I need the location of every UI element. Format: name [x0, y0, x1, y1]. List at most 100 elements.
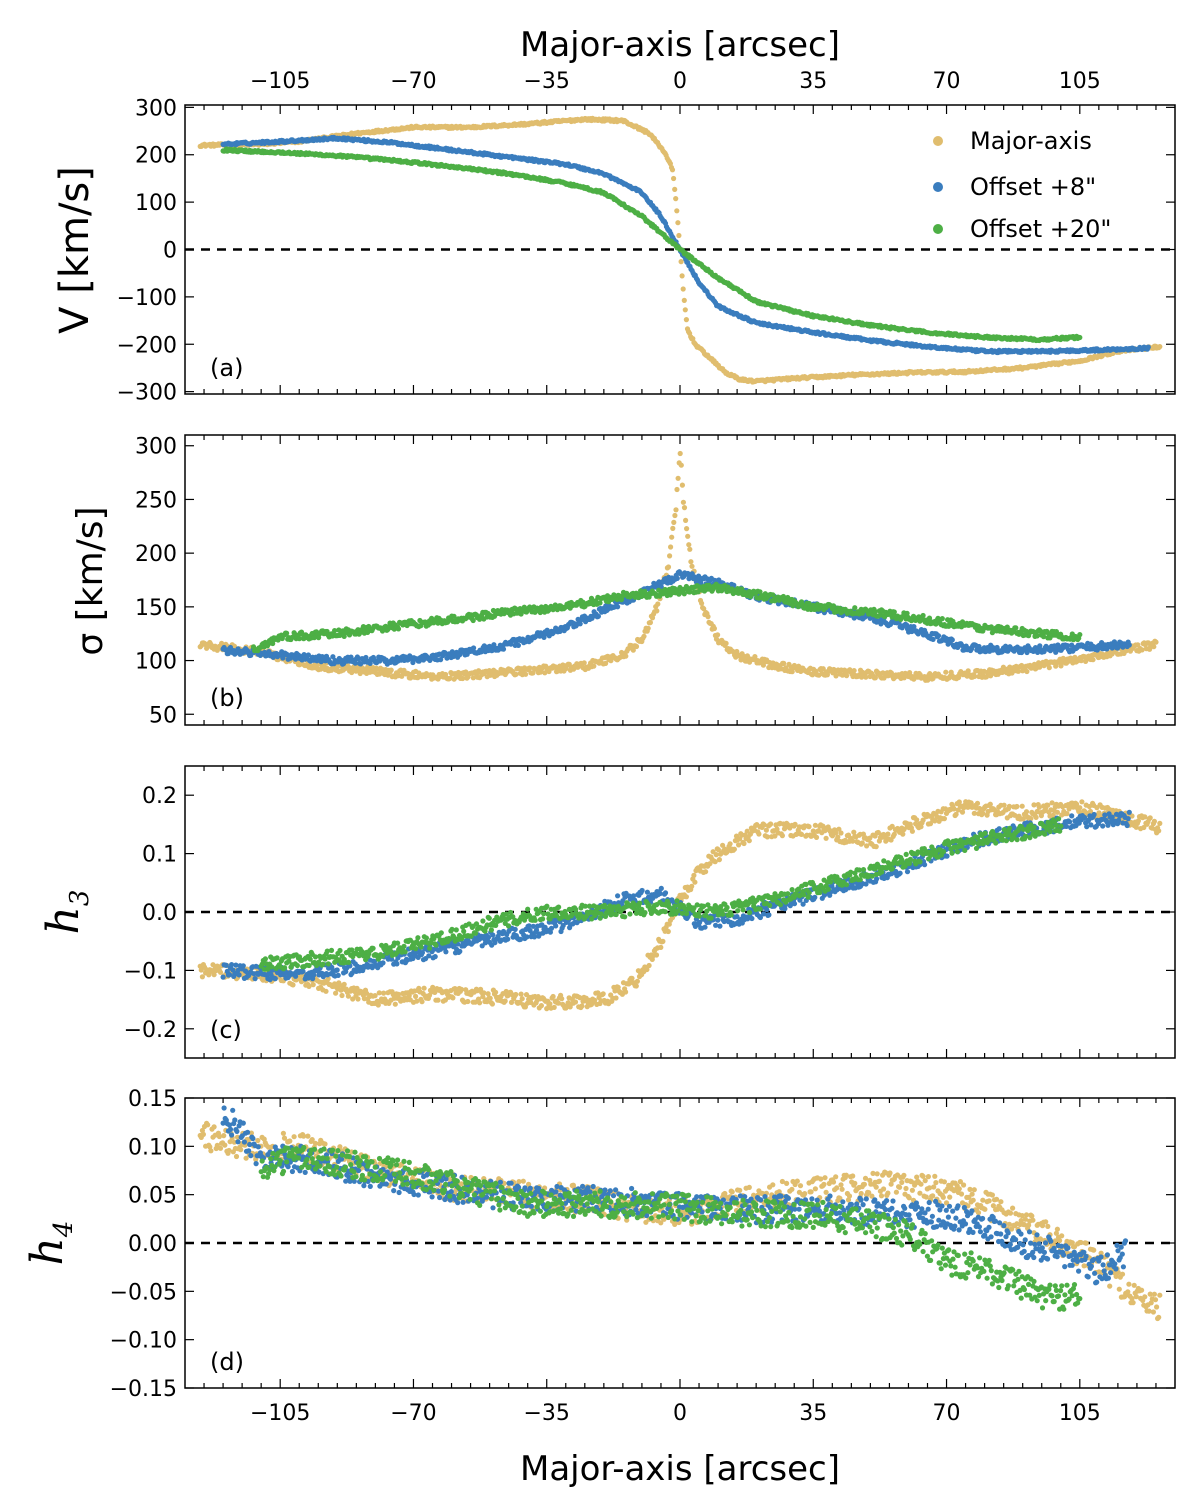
data-point — [1126, 642, 1132, 648]
data-point — [723, 640, 729, 647]
series-off8 — [220, 134, 1151, 356]
data-point — [675, 220, 681, 226]
data-point — [686, 542, 692, 548]
data-point — [935, 633, 942, 639]
data-point — [623, 653, 629, 659]
data-point — [688, 559, 694, 565]
panel-a-label: (a) — [210, 354, 243, 382]
data-point — [395, 626, 402, 632]
data-point — [669, 167, 676, 173]
legend: Major-axis Offset +8" Offset +20" — [933, 127, 1111, 243]
y-tick-label: −200 — [117, 333, 177, 358]
data-point — [654, 608, 660, 614]
y-tick-label: 50 — [149, 703, 177, 728]
data-point — [1153, 639, 1159, 645]
data-point — [679, 482, 686, 488]
data-point — [1046, 665, 1052, 671]
data-point — [1077, 334, 1083, 341]
data-point — [715, 632, 721, 638]
top-x-tick-label: −35 — [524, 69, 570, 94]
data-point — [515, 642, 522, 649]
data-point — [672, 512, 678, 519]
data-point — [615, 604, 621, 610]
data-point — [781, 660, 787, 667]
panel-a-data — [197, 115, 1163, 385]
data-point — [685, 533, 691, 539]
legend-entry-offset8: Offset +8" — [970, 173, 1096, 201]
top-x-tick-label: 35 — [799, 69, 827, 94]
data-point — [1090, 657, 1096, 663]
data-point — [668, 544, 674, 550]
data-point — [676, 232, 682, 239]
data-point — [388, 667, 394, 673]
data-point — [671, 175, 677, 182]
top-x-tick-label: 105 — [1059, 69, 1101, 94]
data-point — [633, 643, 640, 650]
top-x-tick-label: 0 — [673, 69, 687, 94]
y-tick-label: 200 — [135, 144, 177, 169]
data-point — [689, 563, 695, 569]
y-tick-label: 100 — [135, 191, 177, 216]
data-point — [680, 499, 687, 505]
data-point — [684, 526, 690, 532]
series-off20 — [220, 146, 1083, 344]
series-off8 — [220, 569, 1132, 667]
y-tick-label: 300 — [135, 435, 177, 460]
data-point — [675, 475, 681, 481]
y-tick-label: 250 — [135, 488, 177, 513]
data-point — [674, 208, 680, 214]
data-point — [690, 336, 696, 342]
data-point — [655, 601, 661, 607]
data-point — [1157, 344, 1163, 350]
data-point — [677, 450, 683, 457]
data-point — [500, 646, 507, 652]
top-x-axis-title: Major-axis [arcsec] — [520, 25, 840, 65]
top-x-tick-label: −70 — [390, 69, 436, 94]
data-point — [641, 633, 647, 639]
data-point — [949, 637, 955, 643]
data-point — [678, 259, 684, 265]
data-point — [581, 660, 587, 666]
data-point — [673, 196, 679, 202]
data-point — [681, 297, 687, 303]
data-point — [667, 553, 673, 559]
data-point — [665, 564, 672, 570]
y-tick-label: −300 — [117, 381, 177, 406]
data-point — [471, 645, 477, 651]
data-point — [591, 663, 597, 669]
legend-marker-major — [933, 136, 943, 146]
data-point — [669, 534, 675, 540]
data-point — [1151, 644, 1157, 650]
data-point — [595, 613, 602, 619]
data-point — [699, 600, 705, 606]
y-tick-label: 300 — [135, 96, 177, 121]
data-point — [679, 273, 685, 279]
data-point — [1145, 344, 1151, 350]
data-point — [681, 505, 688, 511]
data-point — [674, 575, 680, 582]
data-point — [678, 462, 684, 468]
legend-entry-offset20: Offset +20" — [970, 215, 1111, 243]
y-tick-label: 150 — [135, 596, 177, 621]
data-point — [670, 525, 676, 532]
data-point — [674, 486, 680, 493]
y-tick-label: 200 — [135, 542, 177, 567]
data-point — [851, 668, 857, 674]
y-tick-label: 0 — [163, 239, 177, 264]
data-point — [1024, 668, 1030, 675]
y-tick-label: 100 — [135, 650, 177, 675]
top-x-tick-labels: −105 −70 −35 0 35 70 105 — [250, 69, 1101, 94]
data-point — [523, 671, 529, 677]
panel-b-data — [197, 450, 1159, 683]
data-point — [682, 307, 688, 313]
data-point — [597, 600, 603, 606]
data-point — [671, 519, 677, 526]
panel-a-y-axis-title: V [km/s] — [52, 166, 98, 334]
data-point — [705, 614, 711, 620]
data-point — [687, 546, 693, 552]
data-point — [683, 317, 690, 323]
top-x-tick-label: 70 — [933, 69, 961, 94]
legend-marker-offset8 — [933, 182, 943, 192]
